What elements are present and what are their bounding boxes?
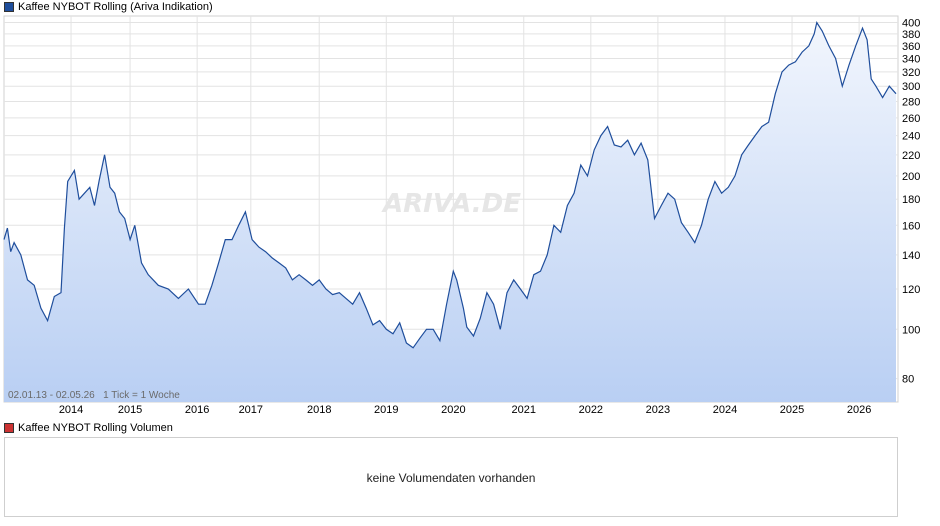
y-tick-label: 140: [902, 250, 920, 262]
x-tick-label: 2020: [441, 404, 465, 416]
y-tick-label: 160: [902, 220, 920, 232]
y-tick-label: 240: [902, 131, 920, 143]
price-legend-swatch: [4, 2, 14, 12]
x-tick-label: 2018: [307, 404, 331, 416]
x-tick-label: 2016: [185, 404, 209, 416]
y-tick-label: 340: [902, 54, 920, 66]
y-tick-label: 80: [902, 374, 914, 386]
volume-panel: keine Volumendaten vorhanden: [4, 437, 898, 517]
x-tick-label: 2021: [512, 404, 536, 416]
x-tick-label: 2019: [374, 404, 398, 416]
price-legend: Kaffee NYBOT Rolling (Ariva Indikation): [4, 0, 213, 14]
y-tick-label: 400: [902, 18, 920, 30]
y-axis: 80 100 120 140 160 180 200 220 240 260 280 300 32034…: [902, 18, 920, 386]
y-tick-label: 360: [902, 41, 920, 53]
y-tick-label: 120: [902, 284, 920, 296]
volume-legend-label: Kaffee NYBOT Rolling Volumen: [18, 422, 173, 434]
y-tick-label: 180: [902, 194, 920, 206]
volume-empty-message: keine Volumendaten vorhanden: [366, 471, 536, 485]
volume-legend: Kaffee NYBOT Rolling Volumen: [4, 421, 173, 435]
volume-legend-swatch: [4, 423, 14, 433]
y-tick-label: 220: [902, 150, 920, 162]
x-tick-label: 2015: [118, 404, 142, 416]
price-line: [3, 20, 897, 349]
y-tick-label: 380: [902, 29, 920, 41]
range-info: 02.01.13 - 02.05.26 1 Tick = 1 Woche: [8, 390, 180, 401]
x-tick-label: 2017: [239, 404, 263, 416]
x-tick-label: 2025: [780, 404, 804, 416]
watermark: ARIVA.DE: [381, 189, 521, 219]
x-tick-label: 2023: [646, 404, 670, 416]
price-area: [4, 22, 896, 402]
y-tick-label: 260: [902, 113, 920, 125]
price-chart: ARIVA.DE 02.01.13 - 02.05.26 1 Tick = 1 …: [3, 15, 920, 416]
x-tick-label: 2022: [579, 404, 603, 416]
y-tick-label: 320: [902, 67, 920, 79]
y-tick-label: 200: [902, 171, 920, 183]
x-tick-label: 2024: [713, 404, 737, 416]
x-axis: 2014 2015 2016 2017 2018 2019 2020 2021 2022 2023…: [59, 404, 872, 416]
x-tick-label: 2014: [59, 404, 83, 416]
x-tick-label: 2026: [847, 404, 871, 416]
price-legend-label: Kaffee NYBOT Rolling (Ariva Indikation): [18, 1, 213, 13]
y-tick-label: 280: [902, 96, 920, 108]
y-tick-label: 300: [902, 81, 920, 93]
y-tick-label: 100: [902, 324, 920, 336]
